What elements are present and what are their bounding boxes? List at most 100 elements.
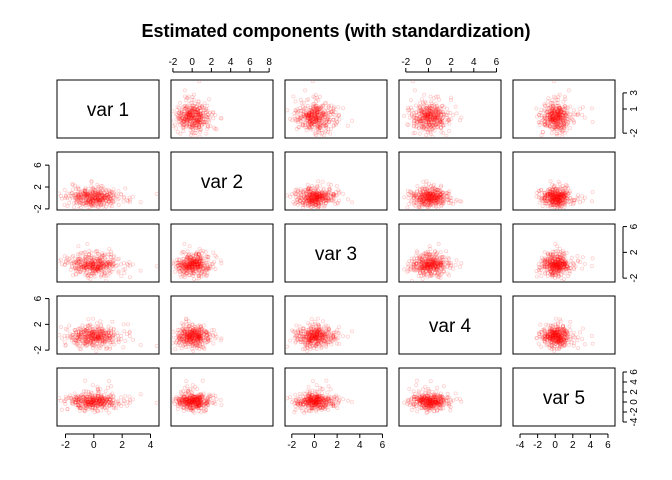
data-point <box>297 117 302 122</box>
data-point <box>545 261 550 266</box>
data-point <box>438 191 443 196</box>
data-point <box>560 115 565 120</box>
data-point <box>411 256 416 261</box>
data-point <box>555 267 560 272</box>
data-point <box>310 127 315 132</box>
data-point <box>560 116 565 121</box>
data-point <box>431 119 436 124</box>
data-point <box>190 265 195 270</box>
data-point <box>440 259 445 264</box>
data-point <box>424 266 429 271</box>
data-point <box>306 198 311 203</box>
data-point <box>194 260 199 265</box>
data-point <box>82 188 87 193</box>
data-point <box>431 257 436 262</box>
data-point <box>67 200 72 205</box>
data-point <box>190 107 195 112</box>
data-point <box>543 258 548 263</box>
data-point <box>557 203 562 208</box>
data-point <box>307 111 312 116</box>
data-point <box>188 128 193 133</box>
data-point <box>187 113 192 118</box>
data-point <box>172 123 175 128</box>
data-point <box>563 104 568 109</box>
data-point <box>413 203 418 208</box>
data-point <box>427 114 432 119</box>
data-point <box>411 201 416 206</box>
data-point <box>553 257 558 262</box>
data-point <box>550 196 555 201</box>
data-point <box>557 261 562 266</box>
data-point <box>299 101 304 106</box>
data-point <box>541 195 546 200</box>
data-point <box>546 261 551 266</box>
data-point <box>543 122 548 127</box>
data-point <box>545 252 550 257</box>
data-point <box>201 117 206 122</box>
data-point <box>191 271 196 276</box>
data-point <box>91 191 96 196</box>
data-point <box>554 187 559 192</box>
data-point <box>76 190 81 195</box>
data-point <box>90 337 95 342</box>
data-point <box>107 189 112 194</box>
data-point <box>556 196 561 201</box>
data-point <box>561 111 566 116</box>
data-point <box>94 267 99 272</box>
data-point <box>553 259 558 264</box>
data-point <box>77 339 82 344</box>
data-point <box>420 121 425 126</box>
data-point <box>554 117 559 122</box>
data-point <box>555 264 560 269</box>
data-point <box>431 265 436 270</box>
data-point <box>421 268 426 273</box>
data-point <box>444 191 449 196</box>
data-point <box>67 256 72 261</box>
data-point <box>566 268 571 273</box>
data-point <box>122 194 127 199</box>
data-point <box>190 262 195 267</box>
data-point <box>550 189 555 194</box>
data-point <box>182 272 187 277</box>
data-point <box>313 192 318 197</box>
data-point <box>576 196 581 201</box>
data-point <box>412 114 417 119</box>
data-point <box>549 111 554 116</box>
data-point <box>91 202 96 207</box>
data-point <box>547 260 552 265</box>
data-point <box>547 115 552 120</box>
data-point <box>189 272 194 277</box>
data-point <box>550 261 555 266</box>
data-point <box>430 261 435 266</box>
data-point <box>556 111 561 116</box>
data-point <box>436 111 441 116</box>
data-point <box>73 196 78 201</box>
data-point <box>433 196 438 201</box>
data-point <box>193 259 198 264</box>
data-point <box>556 265 561 270</box>
data-point <box>176 260 181 265</box>
data-point <box>438 189 443 194</box>
data-point <box>315 195 320 200</box>
data-point <box>76 338 81 343</box>
data-point <box>564 124 569 129</box>
data-point <box>314 197 319 202</box>
data-point <box>548 260 553 265</box>
data-point <box>423 115 428 120</box>
data-point <box>90 262 95 267</box>
data-point <box>429 123 434 128</box>
data-point <box>432 196 437 201</box>
data-point <box>88 340 93 345</box>
data-point <box>179 260 184 265</box>
data-point <box>314 105 319 110</box>
data-point <box>91 194 96 199</box>
data-point <box>86 256 91 261</box>
data-point <box>111 340 116 345</box>
data-point <box>93 202 98 207</box>
data-point <box>96 258 101 263</box>
data-point <box>311 110 316 115</box>
data-point <box>189 114 194 119</box>
data-point <box>105 333 110 338</box>
data-point <box>425 195 430 200</box>
data-point <box>198 274 203 279</box>
